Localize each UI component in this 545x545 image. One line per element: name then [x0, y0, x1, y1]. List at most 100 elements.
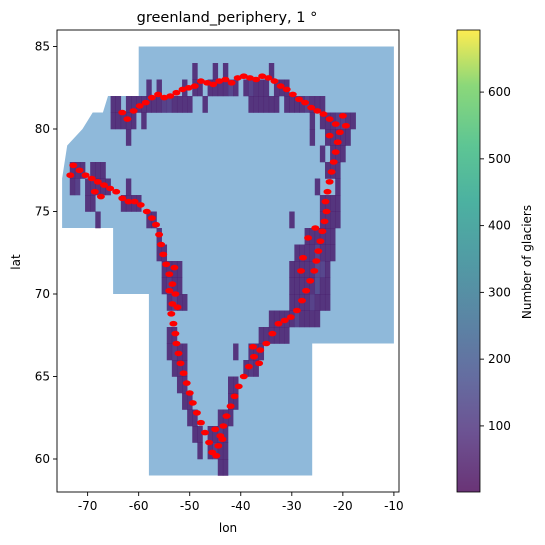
colorbar-label: Number of glaciers — [520, 205, 534, 319]
glacier-outline — [172, 292, 179, 297]
grid-cell — [75, 179, 80, 196]
grid-cell — [305, 294, 310, 311]
glacier-outline — [299, 255, 306, 260]
glacier-outline — [67, 173, 74, 178]
grid-cell — [269, 311, 274, 328]
grid-cell — [233, 344, 238, 361]
grid-cell — [335, 212, 340, 229]
glacier-outline — [235, 384, 242, 389]
glacier-outline — [314, 109, 321, 114]
grid-cell — [320, 146, 325, 163]
grid-cell — [310, 294, 315, 311]
grid-cell — [111, 96, 116, 113]
glacier-outline — [143, 209, 150, 214]
grid-cell — [284, 96, 289, 113]
grid-cell — [325, 278, 330, 295]
glacier-outline — [70, 163, 77, 168]
glacier-outline — [173, 341, 180, 346]
glacier-outline — [293, 308, 300, 313]
glacier-outline — [281, 318, 288, 323]
y-tick-label: 80 — [35, 122, 50, 136]
grid-cell — [289, 294, 294, 311]
grid-cell — [289, 212, 294, 229]
glacier-outline — [169, 282, 176, 287]
grid-cell — [167, 327, 172, 344]
grid-cell — [197, 443, 202, 460]
x-tick-label: -30 — [282, 499, 302, 513]
grid-cell — [330, 195, 335, 212]
glacier-outline — [91, 189, 98, 194]
grid-cell — [289, 278, 294, 295]
glacier-outline — [322, 199, 329, 204]
grid-cell — [177, 377, 182, 394]
colorbar-gradient — [457, 30, 480, 492]
glacier-outline — [160, 252, 167, 257]
grid-cell — [315, 311, 320, 328]
glacier-outline — [289, 92, 296, 97]
glacier-outline — [308, 105, 315, 110]
chart-title: greenland_periphery, 1 ° — [137, 10, 318, 26]
y-tick-label: 75 — [35, 205, 50, 219]
grid-cell — [192, 426, 197, 443]
glacier-outline — [295, 97, 302, 102]
glacier-outline — [320, 112, 327, 117]
grid-cell — [248, 80, 253, 97]
glacier-outline — [189, 401, 196, 406]
glacier-outline — [219, 437, 226, 442]
grid-cell — [325, 245, 330, 262]
glacier-outline — [249, 344, 256, 349]
grid-cell — [254, 96, 259, 113]
grid-cell — [325, 294, 330, 311]
glacier-outline — [100, 183, 107, 188]
glacier-outline — [315, 249, 322, 254]
glacier-outline — [298, 298, 305, 303]
glacier-outline — [326, 117, 333, 122]
glacier-outline — [269, 331, 276, 336]
grid-cell — [279, 327, 284, 344]
glacier-outline — [171, 265, 178, 270]
glacier-outline — [275, 321, 282, 326]
grid-cell — [141, 113, 146, 130]
grid-cell — [264, 96, 269, 113]
grid-cell — [85, 195, 90, 212]
glacier-outline — [317, 239, 324, 244]
glacier-outline — [307, 278, 314, 283]
x-tick-label: -10 — [384, 499, 404, 513]
glacier-outline — [167, 94, 174, 99]
glacier-outline — [326, 179, 333, 184]
glacier-outline — [297, 269, 304, 274]
grid-cell — [335, 162, 340, 179]
colorbar-tick-label: 100 — [488, 419, 511, 433]
glacier-outline — [228, 80, 235, 85]
grid-cell — [310, 113, 315, 130]
grid-cell — [248, 96, 253, 113]
grid-cell — [90, 195, 95, 212]
glacier-outline — [113, 189, 120, 194]
grid-cell — [315, 278, 320, 295]
colorbar-tick-label: 500 — [488, 152, 511, 166]
y-tick-label: 65 — [35, 370, 50, 384]
glacier-outline — [257, 348, 264, 353]
grid-cell — [172, 360, 177, 377]
grid-cell — [111, 113, 116, 130]
grid-cell — [269, 96, 274, 113]
glacier-outline — [250, 354, 257, 359]
grid-cell — [202, 96, 207, 113]
glacier-outline — [245, 364, 252, 369]
glacier-outline — [313, 259, 320, 264]
x-tick-label: -70 — [78, 499, 98, 513]
glacier-outline — [319, 229, 326, 234]
colorbar-tick-label: 400 — [488, 219, 511, 233]
glacier-outline — [177, 361, 184, 366]
grid-cell — [177, 261, 182, 278]
grid-cell — [315, 294, 320, 311]
grid-cell — [146, 80, 151, 97]
glacier-outline — [334, 140, 341, 145]
glacier-outline — [124, 117, 131, 122]
glacier-outline — [166, 272, 173, 277]
glacier-outline — [305, 236, 312, 241]
grid-cell — [223, 459, 228, 476]
glacier-outline — [328, 170, 335, 175]
grid-cell — [126, 179, 131, 196]
